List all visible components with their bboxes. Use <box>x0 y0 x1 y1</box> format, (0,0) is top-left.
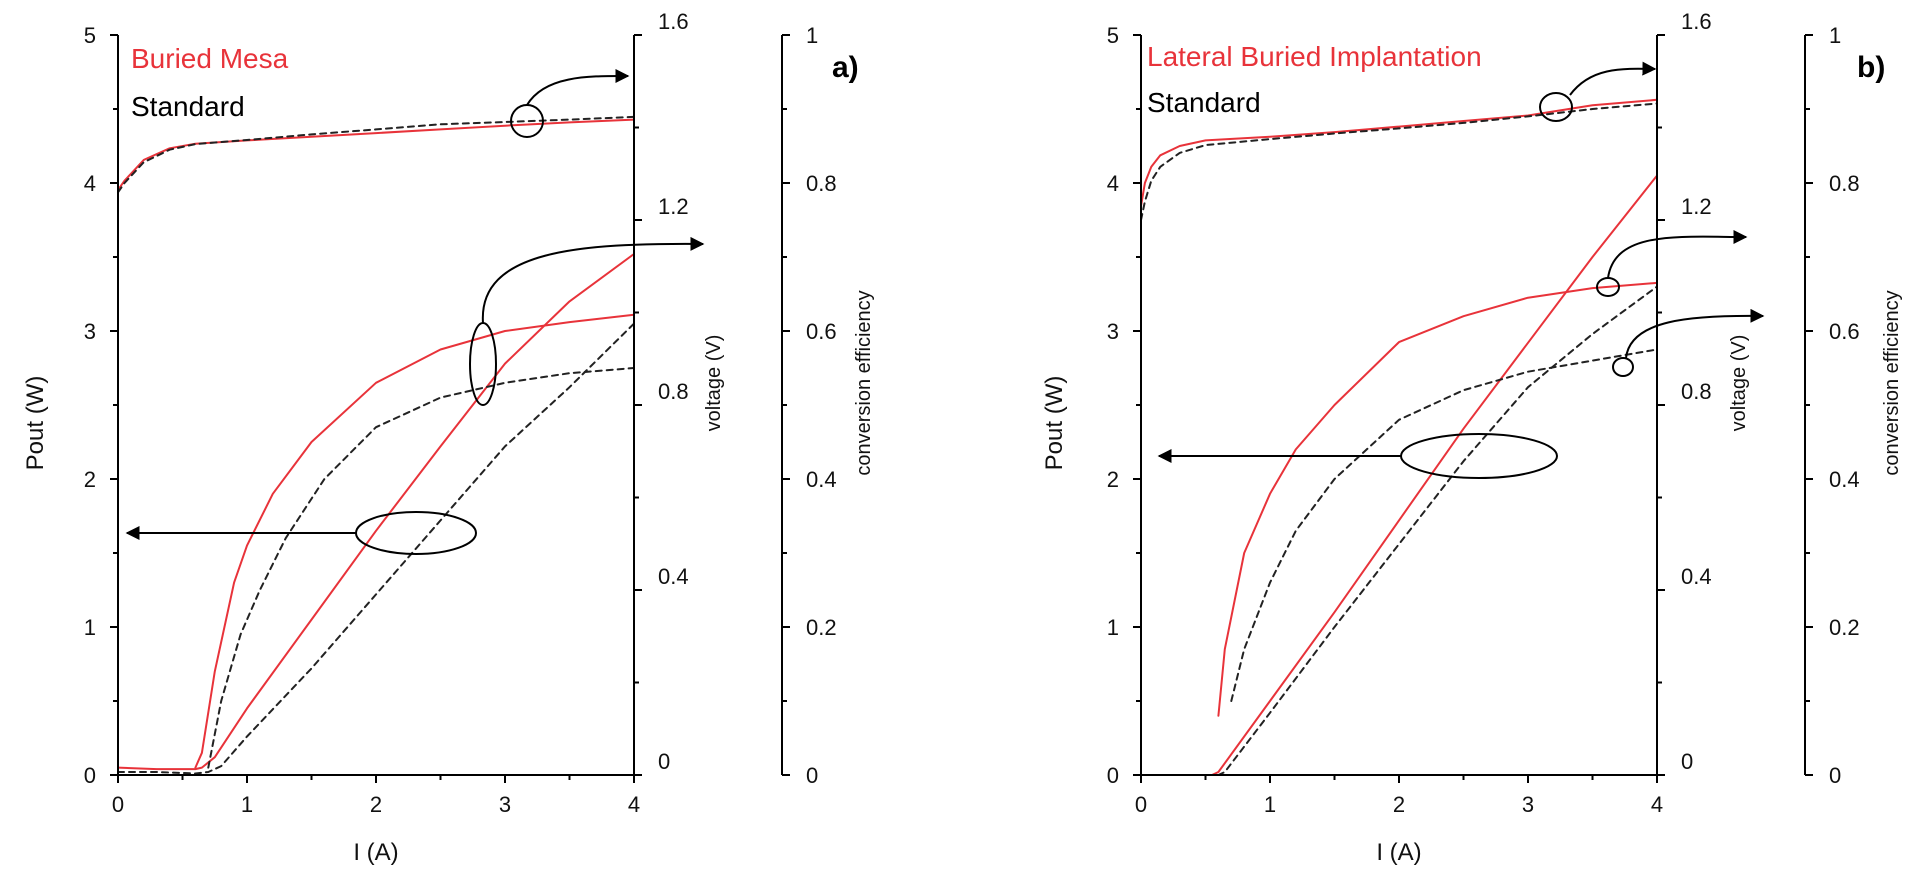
plot-area <box>1140 98 1658 776</box>
y-left-tick-label: 5 <box>84 23 96 48</box>
y-right1-tick-label: 0.8 <box>658 379 689 404</box>
y-right2-axis-title: conversion efficiency <box>1881 290 1903 475</box>
series-line-voltage-dashed <box>1140 102 1658 221</box>
legend-label-black: Standard <box>1147 87 1261 118</box>
panel-letter: a) <box>832 51 859 84</box>
y-right2-axis-title: conversion efficiency <box>853 290 875 475</box>
y-left-axis-title: Pout (W) <box>22 376 49 471</box>
x-tick-label: 0 <box>112 792 124 817</box>
y-right2-tick-label: 0.2 <box>806 615 837 640</box>
y-right1-tick-label: 1.2 <box>1681 194 1712 219</box>
y-left-tick-label: 2 <box>84 467 96 492</box>
series-line-pout-solid <box>1140 174 1658 776</box>
y-right2-tick-label: 0.6 <box>1829 319 1860 344</box>
y-right1-tick-label: 1.2 <box>658 194 689 219</box>
series-line-conversion-efficiency-dashed <box>207 367 635 769</box>
y-right1-tick-label: 1.6 <box>1681 9 1712 34</box>
y-right2-tick-label: 1 <box>1829 23 1841 48</box>
y-left-tick-label: 3 <box>1107 319 1119 344</box>
x-tick-label: 4 <box>628 792 640 817</box>
x-axis-title: I (A) <box>1376 839 1421 866</box>
annotations <box>125 68 705 555</box>
x-axis-title: I (A) <box>353 839 398 866</box>
series-line-conversion-efficiency-solid <box>1217 281 1658 717</box>
voltage-callout-arrow <box>1569 61 1657 96</box>
y-right2-tick-label: 0.8 <box>1829 171 1860 196</box>
y-left-tick-label: 0 <box>1107 763 1119 788</box>
voltage-callout-ellipse <box>510 104 544 138</box>
y-right1-tick-label: 0.4 <box>658 564 689 589</box>
y-left-tick-label: 1 <box>1107 615 1119 640</box>
series-line-conversion-efficiency-solid <box>194 313 635 769</box>
y-right1-tick-label: 1.6 <box>658 9 689 34</box>
efficiency-black-callout-ellipse <box>1612 357 1634 377</box>
legend-label-black: Standard <box>131 91 245 122</box>
x-tick-label: 2 <box>1393 792 1405 817</box>
y-right2-tick-label: 0.6 <box>806 319 837 344</box>
series-line-voltage-dashed <box>117 115 635 194</box>
voltage-callout-ellipse <box>1539 92 1573 122</box>
efficiency-red-callout-arrow <box>1607 229 1748 279</box>
plot-area <box>117 115 635 775</box>
efficiency-callout-arrow <box>481 236 705 324</box>
x-tick-label: 4 <box>1651 792 1663 817</box>
series-line-pout-solid <box>117 253 635 771</box>
x-tick-label: 1 <box>241 792 253 817</box>
y-right1-tick-label: 0 <box>658 749 670 774</box>
y-right2-tick-label: 1 <box>806 23 818 48</box>
series-line-pout-dashed <box>117 322 635 775</box>
y-right2-tick-label: 0.8 <box>806 171 837 196</box>
x-tick-label: 1 <box>1264 792 1276 817</box>
y-right1-tick-label: 0 <box>1681 749 1693 774</box>
panel-letter: b) <box>1857 51 1885 84</box>
y-left-tick-label: 4 <box>84 171 96 196</box>
y-right1-axis-title: voltage (V) <box>1728 335 1750 432</box>
pout-callout-ellipse <box>1400 433 1558 479</box>
y-left-tick-label: 3 <box>84 319 96 344</box>
y-left-tick-label: 2 <box>1107 467 1119 492</box>
legend-label-red: Buried Mesa <box>131 43 289 74</box>
y-left-axis-title: Pout (W) <box>1041 376 1068 471</box>
y-right2-tick-label: 0 <box>1829 763 1841 788</box>
y-left-tick-label: 0 <box>84 763 96 788</box>
x-tick-label: 0 <box>1135 792 1147 817</box>
y-right1-tick-label: 0.4 <box>1681 564 1712 589</box>
y-left-tick-label: 4 <box>1107 171 1119 196</box>
efficiency-black-callout-arrow <box>1625 308 1765 359</box>
y-right2-tick-label: 0.2 <box>1829 615 1860 640</box>
series-line-pout-dashed <box>1140 285 1658 776</box>
voltage-callout-arrow <box>526 68 630 106</box>
x-tick-label: 3 <box>499 792 511 817</box>
y-left-tick-label: 1 <box>84 615 96 640</box>
x-tick-label: 3 <box>1522 792 1534 817</box>
x-tick-label: 2 <box>370 792 382 817</box>
y-right2-tick-label: 0 <box>806 763 818 788</box>
y-right2-tick-label: 0.4 <box>1829 467 1860 492</box>
series-line-conversion-efficiency-dashed <box>1230 348 1658 702</box>
annotations <box>1157 61 1765 479</box>
y-right1-tick-label: 0.8 <box>1681 379 1712 404</box>
legend-label-red: Lateral Buried Implantation <box>1147 41 1482 72</box>
y-right1-axis-title: voltage (V) <box>703 335 725 432</box>
y-left-tick-label: 5 <box>1107 23 1119 48</box>
y-right2-tick-label: 0.4 <box>806 467 837 492</box>
